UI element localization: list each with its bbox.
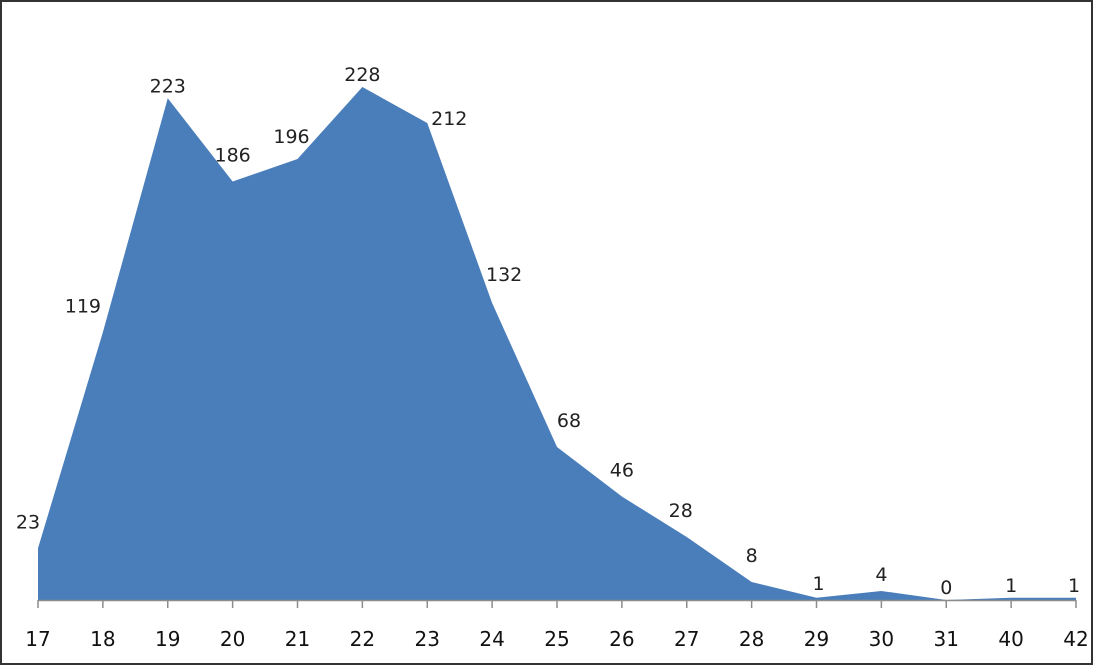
x-tick-label: 29 — [804, 627, 829, 651]
x-tick-label: 30 — [869, 627, 894, 651]
data-label: 196 — [273, 126, 309, 148]
x-tick-label: 22 — [350, 627, 375, 651]
data-label: 1 — [1068, 575, 1080, 597]
area-series — [37, 86, 1077, 601]
data-label: 4 — [875, 564, 887, 586]
data-label: 228 — [344, 64, 380, 86]
data-label: 223 — [150, 75, 186, 97]
data-label: 46 — [610, 460, 634, 482]
data-label: 68 — [557, 410, 581, 432]
data-label: 8 — [746, 545, 758, 567]
x-tick-label: 25 — [544, 627, 569, 651]
x-tick-label: 19 — [155, 627, 180, 651]
data-label: 212 — [431, 108, 467, 130]
x-tick-label: 23 — [415, 627, 440, 651]
data-label: 28 — [669, 500, 693, 522]
x-tick-label: 27 — [674, 627, 699, 651]
area-fill — [38, 87, 1076, 600]
x-tick-label: 28 — [739, 627, 764, 651]
data-label: 0 — [940, 577, 952, 599]
x-tick-label: 40 — [998, 627, 1023, 651]
x-axis: 17 18 19 20 21 22 23 24 25 26 27 28 29 30 31 40 42 — [25, 599, 1089, 651]
data-label: 119 — [65, 295, 101, 317]
x-tick-label: 18 — [90, 627, 115, 651]
x-tick-label: 26 — [609, 627, 634, 651]
x-tick-label: 21 — [285, 627, 310, 651]
data-label: 23 — [16, 511, 40, 533]
data-label: 1 — [1005, 575, 1017, 597]
data-labels: 23 119 223 186 196 228 212 132 68 46 28 8 1 4 0 1 1 — [16, 64, 1080, 599]
x-tick-label: 42 — [1063, 627, 1088, 651]
data-label: 132 — [486, 264, 522, 286]
x-tick-label: 24 — [479, 627, 504, 651]
x-tick-label: 31 — [934, 627, 959, 651]
x-tick-label: 17 — [25, 627, 50, 651]
x-tick-label: 20 — [220, 627, 245, 651]
data-label: 1 — [812, 573, 824, 595]
data-label: 186 — [214, 145, 250, 167]
